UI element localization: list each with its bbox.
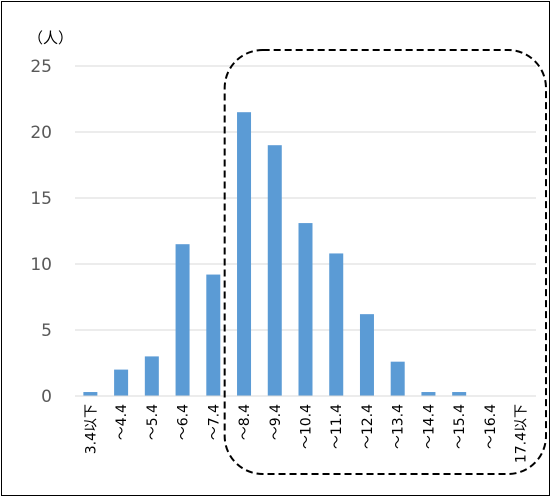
y-tick-label: 10 <box>30 255 52 275</box>
bar <box>237 112 252 396</box>
y-tick-label: 25 <box>30 57 52 77</box>
bar <box>421 392 436 396</box>
x-category-label: ～5.4 <box>145 404 161 440</box>
y-tick-label: 15 <box>30 189 52 209</box>
x-category-label: ～9.4 <box>268 404 284 440</box>
x-category-label: ～16.4 <box>483 404 499 449</box>
bar <box>83 392 98 396</box>
y-axis-ticks: 0 5 10 15 20 25 <box>30 57 52 407</box>
bar <box>298 223 313 396</box>
x-category-label: ～12.4 <box>360 404 376 449</box>
bars <box>83 112 467 396</box>
x-category-label: ～14.4 <box>421 404 437 449</box>
x-category-label: ～4.4 <box>114 404 130 440</box>
bar <box>206 274 221 396</box>
x-category-label: ～7.4 <box>206 404 222 440</box>
x-category-label: ～11.4 <box>329 404 345 449</box>
bar <box>452 392 467 396</box>
y-tick-label: 20 <box>30 123 52 143</box>
bar <box>114 369 129 396</box>
x-category-label: ～10.4 <box>299 404 315 449</box>
bar <box>359 314 374 396</box>
bar <box>329 253 344 396</box>
x-axis-category-labels: 3.4以下 ～4.4 ～5.4 ～6.4 ～7.4 ～8.4 ～9.4 ～10.4 ～11.4 ～… <box>83 404 529 463</box>
x-category-label: 17.4以下 <box>514 404 530 463</box>
y-tick-label: 0 <box>41 387 52 407</box>
bar <box>175 244 190 396</box>
bar <box>267 145 282 396</box>
y-tick-label: 5 <box>41 321 52 341</box>
x-category-label: ～6.4 <box>176 404 192 440</box>
highlight-box <box>223 49 548 475</box>
bar <box>390 361 405 396</box>
x-category-label: 3.4以下 <box>83 404 99 454</box>
bar <box>144 356 159 396</box>
x-category-label: ～15.4 <box>452 404 468 449</box>
x-category-label: ～13.4 <box>391 404 407 449</box>
y-unit-label: （人） <box>28 29 73 47</box>
x-category-label: ～8.4 <box>237 404 253 440</box>
